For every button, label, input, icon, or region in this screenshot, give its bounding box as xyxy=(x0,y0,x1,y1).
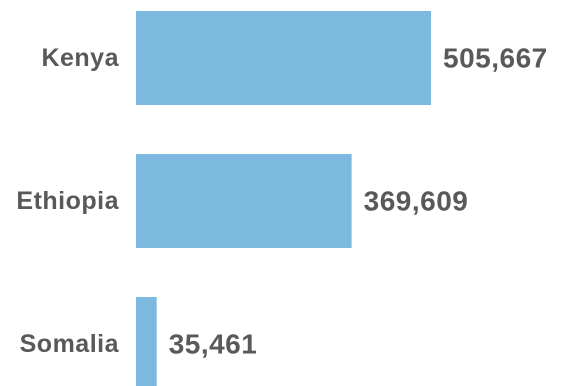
bar-somalia xyxy=(136,297,157,386)
value-label-kenya: 505,667 xyxy=(443,43,548,74)
bar-kenya xyxy=(136,11,431,105)
category-label-ethiopia: Ethiopia xyxy=(16,187,119,215)
bar-ethiopia xyxy=(136,154,352,248)
value-label-somalia: 35,461 xyxy=(169,329,258,360)
category-label-kenya: Kenya xyxy=(41,44,119,72)
value-label-ethiopia: 369,609 xyxy=(364,186,469,217)
category-label-somalia: Somalia xyxy=(20,330,120,358)
